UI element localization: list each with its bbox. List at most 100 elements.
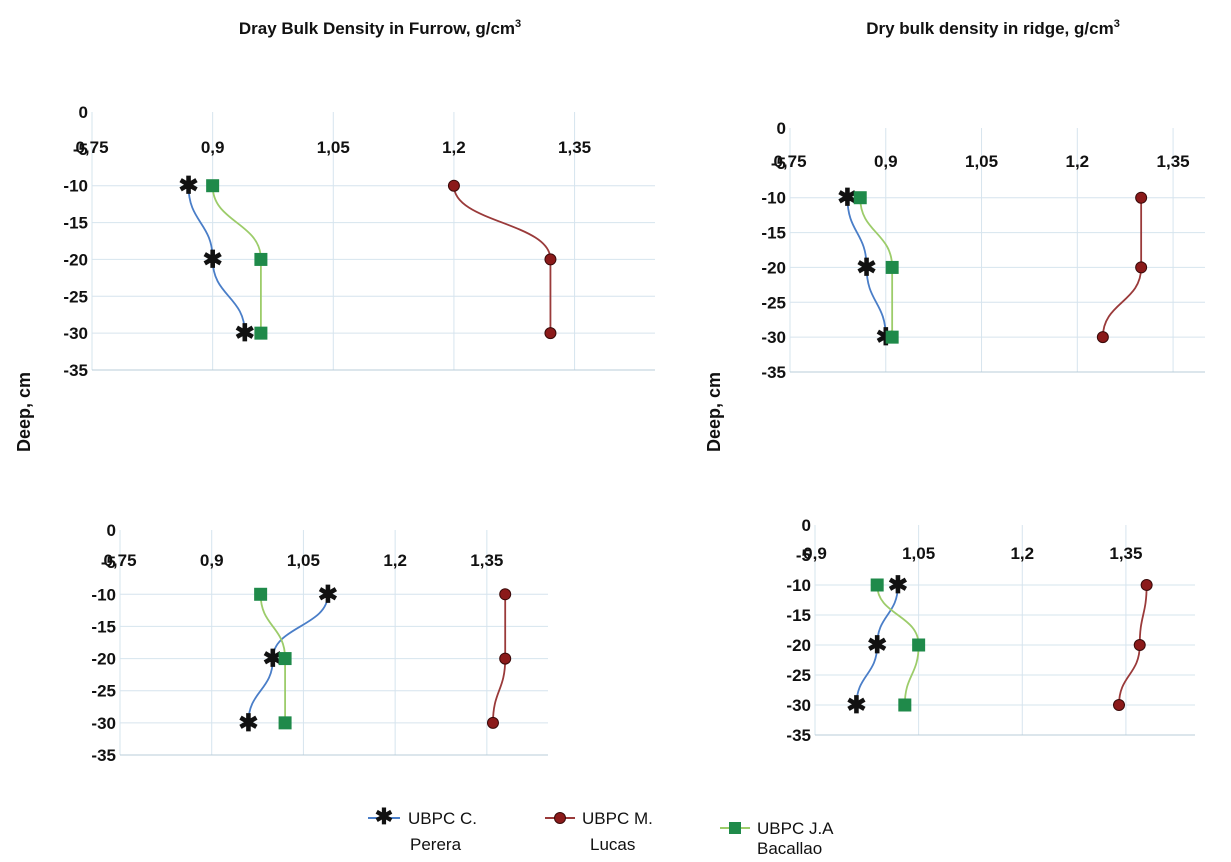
data-point-perera: ✱ bbox=[867, 632, 887, 659]
y-tick-label: -5 bbox=[771, 154, 786, 173]
y-tick-label: -5 bbox=[796, 546, 811, 565]
legend-label-perera-1: UBPC C. bbox=[408, 809, 477, 828]
series-line-perera bbox=[247, 594, 329, 723]
legend-item-bacallao: UBPC J.A Bacallao bbox=[720, 819, 834, 858]
y-axis-label-right: Deep, cm bbox=[704, 372, 724, 452]
x-tick-label: 1,2 bbox=[442, 138, 466, 157]
legend: ✱ UBPC C. Perera UBPC M. Lucas UBPC J.A … bbox=[368, 804, 834, 858]
data-point-bacallao bbox=[885, 330, 899, 344]
y-tick-label: -15 bbox=[63, 214, 88, 233]
data-point-lucas bbox=[486, 716, 499, 729]
data-point-lucas bbox=[499, 652, 512, 665]
y-tick-label: -20 bbox=[91, 650, 116, 669]
data-point-bacallao bbox=[853, 191, 867, 205]
data-point-lucas bbox=[1140, 579, 1153, 591]
x-tick-label: 1,2 bbox=[1010, 544, 1034, 563]
legend-label-bacallao-1: UBPC J.A bbox=[757, 819, 834, 838]
data-point-bacallao bbox=[254, 587, 268, 601]
y-axis-label-left: Deep, cm bbox=[14, 372, 34, 452]
x-tick-label: 1,35 bbox=[1109, 544, 1142, 563]
y-tick-label: -35 bbox=[91, 746, 116, 765]
x-tick-label: 1,05 bbox=[317, 138, 350, 157]
y-tick-label: -30 bbox=[91, 714, 116, 733]
y-tick-label: -30 bbox=[63, 324, 88, 343]
y-tick-label: 0 bbox=[802, 516, 811, 535]
y-tick-label: -30 bbox=[786, 696, 811, 715]
x-tick-label: 0,9 bbox=[874, 152, 898, 171]
y-tick-label: -15 bbox=[91, 617, 116, 636]
x-tick-label: 1,05 bbox=[902, 544, 935, 563]
data-point-bacallao bbox=[898, 698, 912, 712]
data-point-lucas bbox=[1135, 191, 1148, 204]
data-point-bacallao bbox=[278, 716, 292, 730]
data-point-bacallao bbox=[870, 578, 884, 592]
x-tick-label: 0,9 bbox=[200, 551, 224, 570]
data-point-bacallao bbox=[912, 638, 926, 652]
x-tick-label: 0,75 bbox=[75, 138, 108, 157]
y-tick-label: -35 bbox=[761, 363, 786, 382]
y-tick-label: -25 bbox=[63, 287, 88, 306]
chart-panel-top-right: 0 -5 -10 -15 -20 -25 -30 -35 0,75 0,9 1,05 1,2 1,35 ✱… bbox=[761, 119, 1205, 382]
y-tick-label: -25 bbox=[786, 666, 811, 685]
chart-title-right: Dry bulk density in ridge, g/cm3 bbox=[866, 18, 1120, 38]
chart-panel-bottom-right: 0 -5 -10 -15 -20 -25 -30 -35 0,9 1,05 1,2 1,35 ✱ ✱ ✱ bbox=[786, 516, 1195, 745]
data-point-bacallao bbox=[254, 252, 268, 266]
y-tick-label: -35 bbox=[63, 361, 88, 380]
x-tick-label: 0,9 bbox=[803, 544, 827, 563]
data-point-perera: ✱ bbox=[857, 254, 877, 281]
x-tick-label: 1,35 bbox=[558, 138, 591, 157]
chart-title-left: Dray Bulk Density in Furrow, g/cm3 bbox=[239, 18, 521, 38]
chart-panel-bottom-left: 0 -5 -10 -15 -20 -25 -30 -35 0,75 0,9 1,05 1,2 1,35 ✱… bbox=[91, 521, 548, 765]
y-tick-label: -10 bbox=[91, 585, 116, 604]
y-tick-label: -20 bbox=[63, 250, 88, 269]
data-point-bacallao bbox=[278, 652, 292, 666]
data-point-lucas bbox=[544, 253, 557, 266]
data-point-lucas bbox=[1133, 639, 1146, 651]
y-tick-label: -5 bbox=[73, 140, 88, 159]
chart-panel-top-left: 0 -5 -10 -15 -20 -25 -30 -35 0,75 0,9 1,05 1,2 1,35 ✱… bbox=[63, 103, 655, 380]
y-tick-label: -10 bbox=[63, 177, 88, 196]
y-tick-label: -35 bbox=[786, 726, 811, 745]
data-point-perera: ✱ bbox=[263, 646, 283, 673]
y-tick-label: -25 bbox=[91, 682, 116, 701]
legend-item-perera: ✱ UBPC C. Perera bbox=[368, 804, 477, 854]
data-point-perera: ✱ bbox=[238, 710, 258, 737]
x-tick-label: 0,75 bbox=[773, 152, 806, 171]
y-tick-label: -30 bbox=[761, 328, 786, 347]
y-tick-label: -5 bbox=[101, 553, 116, 572]
x-tick-label: 1,05 bbox=[287, 551, 320, 570]
x-tick-label: 0,9 bbox=[201, 138, 225, 157]
series-line-lucas bbox=[453, 185, 552, 334]
x-tick-label: 1,05 bbox=[965, 152, 998, 171]
data-point-lucas bbox=[1096, 331, 1109, 344]
y-tick-label: -10 bbox=[786, 576, 811, 595]
y-tick-label: 0 bbox=[107, 521, 116, 540]
legend-marker-bacallao bbox=[729, 822, 741, 834]
y-tick-label: -10 bbox=[761, 189, 786, 208]
data-point-perera: ✱ bbox=[235, 320, 255, 347]
data-point-lucas bbox=[447, 179, 460, 192]
x-tick-label: 1,2 bbox=[1065, 152, 1089, 171]
y-tick-label: -25 bbox=[761, 293, 786, 312]
y-tick-label: 0 bbox=[79, 103, 88, 122]
legend-label-bacallao-2: Bacallao bbox=[757, 839, 822, 857]
series-line-perera bbox=[187, 185, 246, 334]
data-point-perera: ✱ bbox=[178, 173, 198, 200]
data-point-lucas bbox=[499, 588, 512, 601]
data-point-perera: ✱ bbox=[888, 572, 908, 599]
data-point-lucas bbox=[1135, 261, 1148, 274]
data-point-bacallao bbox=[206, 179, 220, 193]
legend-label-lucas-1: UBPC M. bbox=[582, 809, 653, 828]
data-point-perera: ✱ bbox=[846, 692, 866, 719]
legend-marker-perera: ✱ bbox=[375, 804, 393, 829]
data-point-bacallao bbox=[885, 260, 899, 274]
x-tick-label: 1,2 bbox=[383, 551, 407, 570]
data-point-lucas bbox=[1113, 699, 1125, 711]
data-point-perera: ✱ bbox=[318, 581, 338, 608]
series-line-perera bbox=[846, 197, 887, 338]
y-tick-label: -15 bbox=[786, 606, 811, 625]
data-point-lucas bbox=[544, 327, 557, 340]
legend-item-lucas: UBPC M. Lucas bbox=[545, 809, 653, 854]
y-tick-label: -20 bbox=[761, 258, 786, 277]
